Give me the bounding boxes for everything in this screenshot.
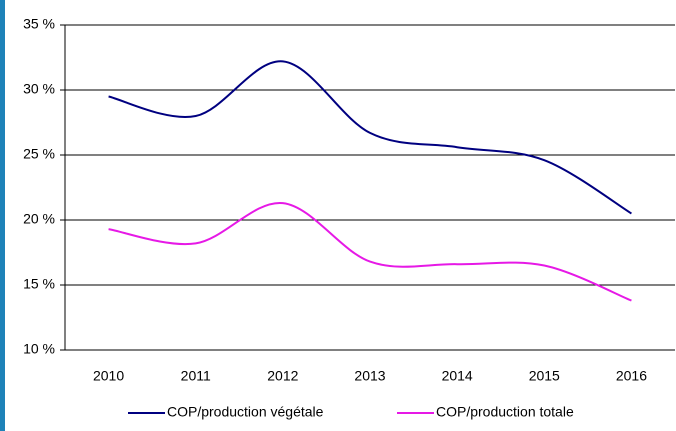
series-line bbox=[108, 202, 632, 302]
series-line bbox=[108, 60, 632, 215]
x-tick-label: 2015 bbox=[529, 368, 560, 384]
y-tick-label: 15 % bbox=[23, 276, 55, 292]
legend-label: COP/production végétale bbox=[167, 404, 324, 420]
y-tick-label: 25 % bbox=[23, 146, 55, 162]
y-tick-label: 35 % bbox=[23, 16, 55, 32]
x-tick-label: 2013 bbox=[354, 368, 385, 384]
x-tick-label: 2016 bbox=[616, 368, 647, 384]
x-tick-label: 2011 bbox=[181, 368, 211, 384]
legend-label: COP/production totale bbox=[436, 404, 574, 420]
x-tick-label: 2010 bbox=[93, 368, 124, 384]
y-tick-label: 20 % bbox=[23, 211, 55, 227]
left-stripe bbox=[0, 0, 5, 431]
y-tick-label: 30 % bbox=[23, 81, 55, 97]
x-tick-label: 2012 bbox=[267, 368, 298, 384]
y-tick-label: 10 % bbox=[23, 341, 55, 357]
x-tick-label: 2014 bbox=[442, 368, 473, 384]
